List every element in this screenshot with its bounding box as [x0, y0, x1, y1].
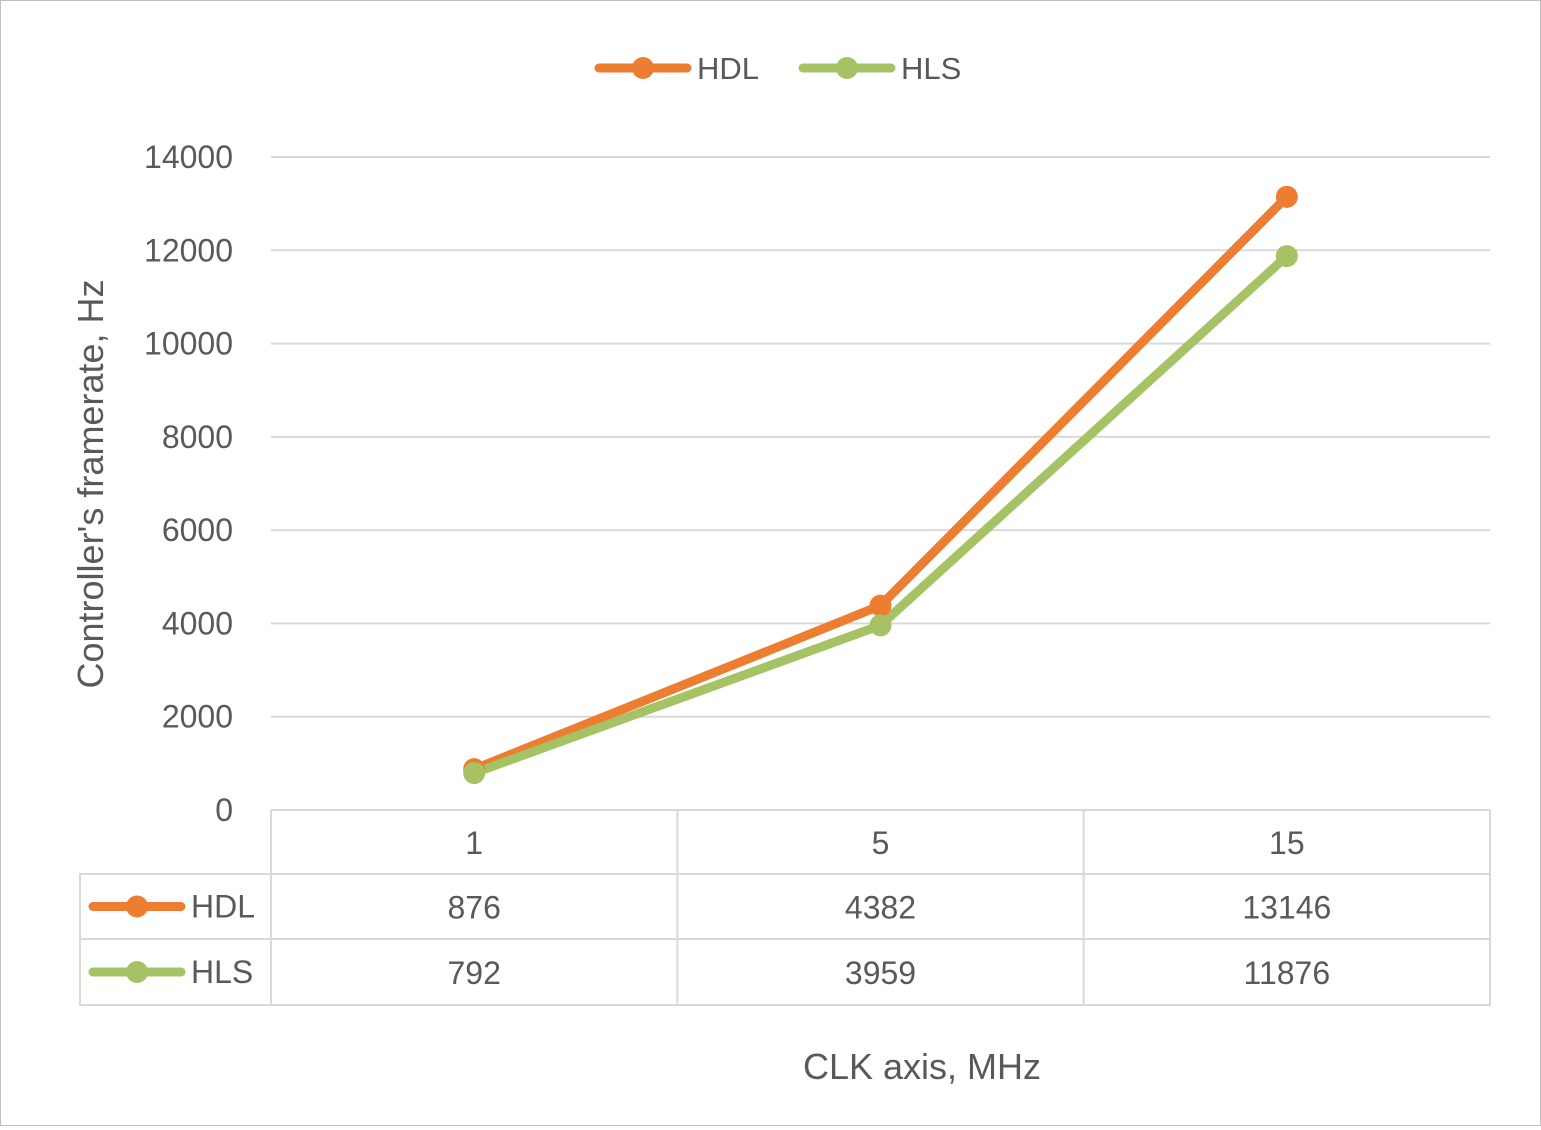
- y-tick-label: 8000: [162, 419, 233, 455]
- y-tick-label: 12000: [144, 232, 233, 268]
- series-line-hls: [469, 251, 1292, 778]
- x-axis-title: CLK axis, MHz: [803, 1046, 1041, 1087]
- legend-key-marker: [836, 57, 858, 79]
- y-tick-label: 6000: [162, 512, 233, 548]
- x-tick-label: 15: [1269, 825, 1305, 861]
- table-series-key-marker: [126, 895, 148, 918]
- y-tick-label: 14000: [144, 139, 233, 175]
- data-point-hls: [463, 762, 486, 785]
- y-tick-label: 10000: [144, 326, 233, 362]
- series-line-hdl: [469, 192, 1292, 774]
- table-series-key-marker: [126, 961, 148, 983]
- y-axis-ticks: 0 2000 4000 6000 8000 10000 12000 14000: [144, 139, 233, 828]
- table-series-name: HLS: [191, 954, 253, 990]
- legend-key-marker: [632, 57, 654, 79]
- y-axis-title: Controller's framerate, Hz: [70, 280, 111, 689]
- table-value: 3959: [845, 955, 916, 991]
- legend: HDL HLS: [594, 51, 961, 86]
- plot-series: [463, 185, 1298, 785]
- legend-label: HDL: [697, 51, 759, 86]
- data-point-hdl: [1275, 185, 1298, 208]
- gridlines: [271, 156, 1490, 718]
- table-value: 13146: [1242, 890, 1331, 926]
- table-value: 876: [447, 890, 500, 926]
- table-series-name: HDL: [191, 889, 255, 925]
- data-point-hls: [1275, 245, 1298, 268]
- y-tick-label: 4000: [162, 605, 233, 641]
- table-value: 11876: [1244, 955, 1331, 991]
- table-value: 792: [447, 955, 500, 991]
- legend-label: HLS: [901, 51, 961, 86]
- x-tick-label: 5: [872, 825, 890, 861]
- data-point-hls: [869, 614, 892, 637]
- x-tick-label: 1: [465, 825, 483, 861]
- data-point-hdl: [869, 594, 892, 617]
- table-value: 4382: [845, 890, 916, 926]
- y-tick-label: 2000: [162, 699, 233, 735]
- y-tick-label: 0: [215, 792, 233, 828]
